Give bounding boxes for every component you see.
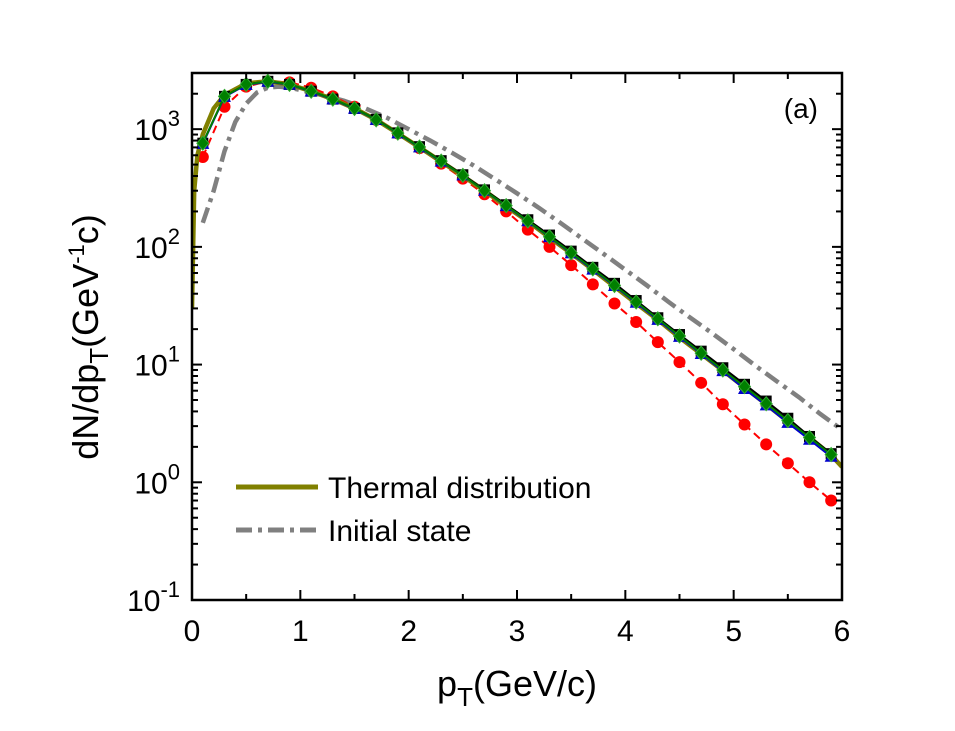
x-axis-title-sub: T <box>457 682 473 712</box>
y-axis-title-sub: T <box>84 348 114 364</box>
series-0 <box>192 79 842 469</box>
y-tick-label: 10-1 <box>127 577 180 618</box>
y-tick-label: 102 <box>134 224 180 265</box>
data-point <box>629 294 643 310</box>
x-axis-title: pT(GeV/c) <box>437 663 597 712</box>
series-line <box>201 80 832 455</box>
data-point <box>586 278 599 291</box>
panel-label: (a) <box>784 93 818 124</box>
series-line <box>201 80 832 458</box>
series-4 <box>196 74 838 462</box>
y-tick-label-base: 10 <box>127 585 160 618</box>
data-point <box>737 378 752 395</box>
data-point <box>651 311 665 327</box>
data-point <box>391 125 405 141</box>
y-tick-label-base: 10 <box>134 467 167 500</box>
data-point <box>608 297 621 310</box>
data-point <box>716 398 729 411</box>
series-line <box>192 79 842 469</box>
data-point <box>521 213 535 229</box>
y-tick-label: 101 <box>134 342 180 383</box>
y-tick-label-exp: 1 <box>168 342 180 367</box>
series-3 <box>197 75 837 460</box>
y-axis-title-a: dN/dp <box>65 364 106 460</box>
series-5 <box>196 73 838 463</box>
plot-frame <box>190 71 844 602</box>
x-axis-title-rest: (GeV/c) <box>473 663 597 704</box>
data-point <box>825 494 838 507</box>
data-point <box>672 328 687 344</box>
legend-label-initial: Initial state <box>328 515 471 548</box>
data-point <box>738 418 751 431</box>
data-point <box>477 182 492 199</box>
x-tick-label: 0 <box>184 615 201 648</box>
x-tick-label: 3 <box>509 615 526 648</box>
legend: Thermal distribution Initial state <box>236 472 591 548</box>
series-line <box>201 80 832 502</box>
series-2 <box>196 75 838 507</box>
data-point <box>326 91 340 107</box>
data-point <box>542 228 557 245</box>
data-point <box>261 73 275 90</box>
data-point <box>196 135 210 151</box>
series-line <box>200 84 842 432</box>
data-point <box>760 438 773 451</box>
data-point <box>781 457 794 470</box>
y-tick-label: 103 <box>134 106 180 147</box>
x-tick-label: 6 <box>834 615 851 648</box>
data-point <box>824 446 838 463</box>
y-tick-label-base: 10 <box>134 350 167 383</box>
data-point <box>564 245 578 261</box>
data-point <box>521 223 534 236</box>
data-point <box>565 259 578 272</box>
data-point <box>217 88 232 105</box>
x-axis-title-main: p <box>437 663 457 704</box>
x-tick-label: 2 <box>400 615 417 648</box>
x-tick-label: 5 <box>725 615 742 648</box>
y-tick-label-base: 10 <box>134 114 167 147</box>
data-point <box>781 412 795 429</box>
data-point <box>651 336 664 349</box>
y-tick-label-exp: -1 <box>160 577 180 602</box>
y-tick-label-exp: 0 <box>168 459 180 484</box>
x-tick-label: 1 <box>292 615 309 648</box>
x-tick-label: 4 <box>617 615 634 648</box>
data-point <box>586 261 600 277</box>
y-tick-label-base: 10 <box>134 232 167 265</box>
data-point <box>695 376 708 389</box>
series-1 <box>200 84 842 432</box>
y-axis-title-sup: -1 <box>64 244 89 264</box>
data-point <box>803 476 816 489</box>
data-point <box>499 197 513 214</box>
y-tick-label-exp: 2 <box>168 224 180 249</box>
data-point <box>694 345 708 361</box>
y-axis-title-b: (GeV <box>65 264 106 348</box>
series-layer <box>192 73 842 507</box>
legend-label-thermal: Thermal distribution <box>328 472 591 505</box>
data-point <box>607 277 622 294</box>
series-line <box>201 80 832 456</box>
data-point <box>543 240 556 253</box>
data-point <box>369 112 383 128</box>
data-point <box>239 76 253 93</box>
y-tick-label: 100 <box>134 459 180 500</box>
data-point <box>673 356 686 369</box>
data-point <box>304 83 318 100</box>
data-point <box>630 316 643 329</box>
y-tick-label-exp: 3 <box>168 106 180 131</box>
data-point <box>347 100 362 117</box>
data-point <box>282 76 297 93</box>
data-point <box>412 139 427 155</box>
data-point <box>456 167 470 184</box>
data-point <box>716 362 730 378</box>
y-axis-title-c: c) <box>65 214 106 244</box>
data-point <box>759 395 773 412</box>
data-point <box>802 429 817 446</box>
y-axis-title: dN/dpT(GeV-1c) <box>64 214 114 460</box>
data-point <box>434 153 448 169</box>
